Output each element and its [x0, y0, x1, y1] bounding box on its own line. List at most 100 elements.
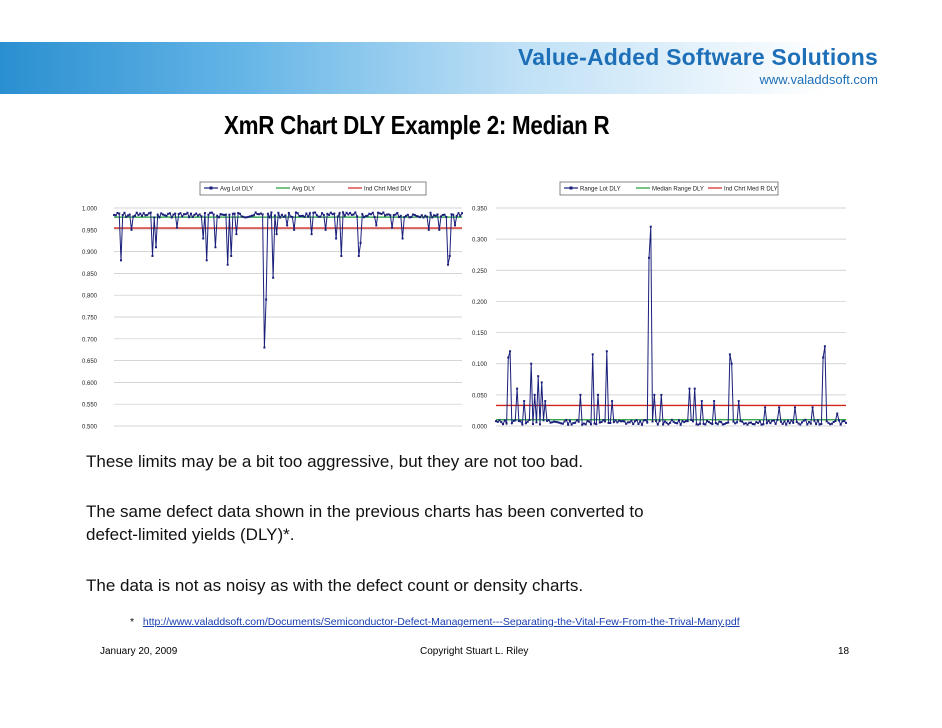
- data-point: [744, 422, 747, 425]
- data-point: [549, 421, 552, 424]
- data-point: [547, 419, 550, 422]
- data-point: [665, 421, 668, 424]
- data-point: [317, 215, 320, 218]
- y-tick-label: 0.250: [472, 269, 488, 275]
- data-point: [716, 423, 719, 426]
- data-point: [154, 246, 157, 249]
- data-point: [403, 216, 406, 219]
- data-point: [593, 422, 596, 425]
- data-point: [298, 215, 301, 218]
- data-point: [802, 419, 805, 422]
- data-point: [312, 211, 315, 214]
- data-point: [584, 423, 587, 426]
- data-point: [611, 400, 614, 403]
- data-point: [804, 418, 807, 421]
- data-point: [630, 419, 633, 422]
- data-point: [284, 214, 287, 217]
- slide-title: XmR Chart DLY Example 2: Median R: [224, 110, 610, 140]
- data-point: [834, 419, 837, 422]
- data-point: [193, 213, 196, 216]
- data-point: [315, 214, 318, 217]
- data-point: [808, 421, 811, 424]
- data-point: [275, 233, 278, 236]
- data-point: [235, 233, 238, 236]
- data-point: [660, 393, 663, 396]
- data-point: [591, 353, 594, 356]
- y-tick-label: 0.350: [472, 207, 488, 213]
- data-point: [526, 420, 529, 423]
- data-point: [709, 422, 712, 425]
- data-point: [565, 418, 568, 421]
- data-point: [625, 422, 628, 425]
- data-point: [528, 418, 531, 421]
- footer-page-number: 18: [838, 646, 850, 657]
- data-point: [832, 421, 835, 424]
- data-point: [495, 420, 497, 423]
- data-point: [268, 216, 271, 219]
- data-point: [238, 212, 241, 215]
- data-point: [767, 419, 770, 422]
- data-point: [836, 412, 839, 415]
- data-point: [175, 226, 178, 229]
- data-point: [132, 215, 135, 218]
- data-point: [827, 421, 830, 424]
- data-point: [790, 419, 793, 422]
- data-point: [730, 362, 733, 365]
- y-tick-label: 0.500: [82, 425, 98, 431]
- data-point: [256, 213, 259, 216]
- data-point: [406, 213, 409, 216]
- data-point: [340, 254, 343, 257]
- paragraph-converted-1: The same defect data shown in the previo…: [86, 502, 644, 521]
- data-point: [721, 423, 724, 426]
- data-point: [702, 422, 705, 425]
- data-point: [637, 423, 640, 426]
- data-point: [224, 213, 227, 216]
- data-point: [233, 212, 236, 215]
- data-point: [553, 420, 556, 423]
- data-point: [144, 214, 147, 217]
- data-point: [319, 215, 322, 218]
- data-point: [326, 212, 329, 215]
- data-point: [684, 420, 687, 423]
- legend-marker: [209, 186, 213, 190]
- data-point: [806, 423, 809, 426]
- data-point: [815, 423, 818, 426]
- data-point: [289, 215, 292, 218]
- data-point: [651, 420, 654, 423]
- data-point: [441, 213, 444, 216]
- data-point: [755, 421, 758, 424]
- data-point: [656, 423, 659, 426]
- data-point: [121, 214, 124, 217]
- data-point: [750, 421, 753, 424]
- data-point: [530, 362, 533, 365]
- data-point: [151, 254, 154, 257]
- data-point: [277, 211, 280, 214]
- data-point: [343, 214, 346, 217]
- data-point: [639, 420, 642, 423]
- data-point: [753, 423, 756, 426]
- data-point: [551, 421, 554, 424]
- y-tick-label: 0.150: [472, 331, 488, 337]
- data-point: [333, 212, 336, 215]
- data-point: [184, 213, 187, 216]
- data-point: [417, 215, 420, 218]
- data-point: [604, 420, 607, 423]
- data-point: [259, 212, 262, 215]
- data-point: [688, 387, 691, 390]
- data-point: [310, 233, 313, 236]
- data-point: [635, 419, 638, 422]
- data-point: [681, 420, 684, 423]
- data-point: [300, 215, 303, 218]
- paragraph-limits: These limits may be a bit too aggressive…: [86, 452, 584, 471]
- data-point: [825, 420, 828, 423]
- data-point: [266, 212, 269, 215]
- data-point: [788, 422, 791, 425]
- chart-legend-box: [559, 181, 779, 196]
- data-point: [648, 256, 651, 259]
- data-point: [589, 423, 592, 426]
- data-point: [279, 216, 282, 219]
- data-point: [364, 215, 367, 218]
- y-tick-label: 1.000: [82, 207, 98, 213]
- footnote-link[interactable]: http://www.valaddsoft.com/Documents/Semi…: [142, 616, 740, 628]
- data-point: [282, 215, 285, 218]
